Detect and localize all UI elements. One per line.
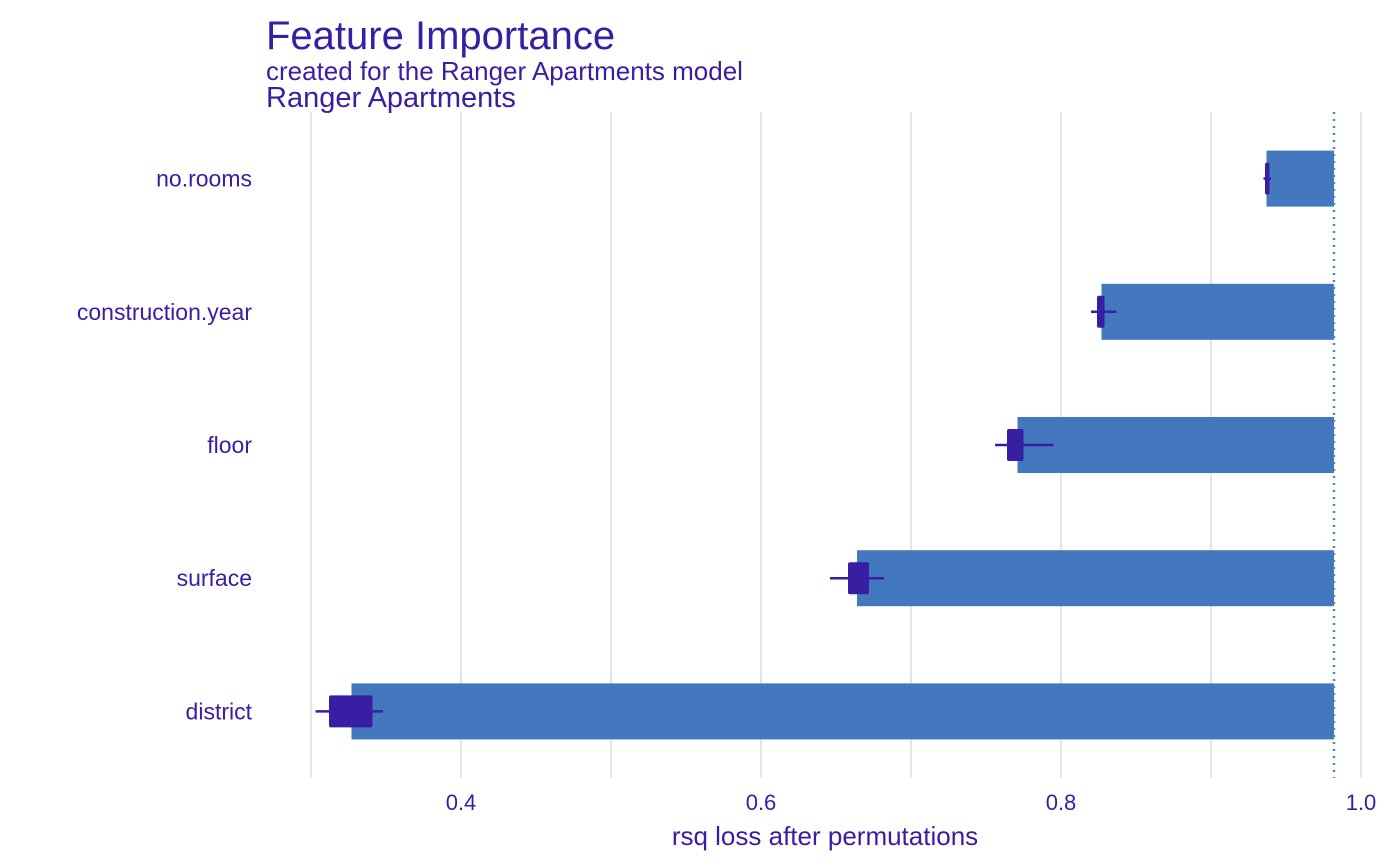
- boxplots: [315, 162, 1271, 728]
- bar-no.rooms: [1266, 150, 1334, 207]
- x-tick-label: 0.8: [1046, 790, 1077, 815]
- x-tick-label: 0.6: [746, 790, 777, 815]
- box-construction.year: [1097, 295, 1105, 328]
- chart-subtitle: created for the Ranger Apartments model: [266, 56, 743, 86]
- bar-construction.year: [1101, 283, 1334, 340]
- x-tick-label: 0.4: [446, 790, 477, 815]
- box-no.rooms: [1265, 162, 1270, 195]
- y-axis-labels: no.rooms construction.year floor surface dis…: [77, 166, 253, 725]
- bar-floor: [1017, 417, 1334, 473]
- y-tick-label: floor: [207, 432, 252, 458]
- x-axis-tick-labels: 0.4 0.6 0.8 1.0: [446, 790, 1377, 815]
- bar-surface: [857, 550, 1334, 607]
- box-surface: [848, 562, 869, 595]
- bars: [351, 150, 1334, 740]
- chart-title: Feature Importance: [266, 14, 616, 58]
- grid-lines: [310, 112, 1362, 778]
- y-tick-label: district: [186, 698, 253, 724]
- facet-label: Ranger Apartments: [266, 82, 516, 114]
- bar-district: [351, 683, 1334, 740]
- y-tick-label: construction.year: [77, 299, 252, 325]
- y-tick-label: no.rooms: [156, 166, 252, 192]
- x-tick-label: 1.0: [1346, 790, 1377, 815]
- box-floor: [1007, 429, 1024, 461]
- box-district: [329, 695, 373, 728]
- x-axis-title: rsq loss after permutations: [672, 821, 978, 851]
- y-tick-label: surface: [177, 565, 252, 591]
